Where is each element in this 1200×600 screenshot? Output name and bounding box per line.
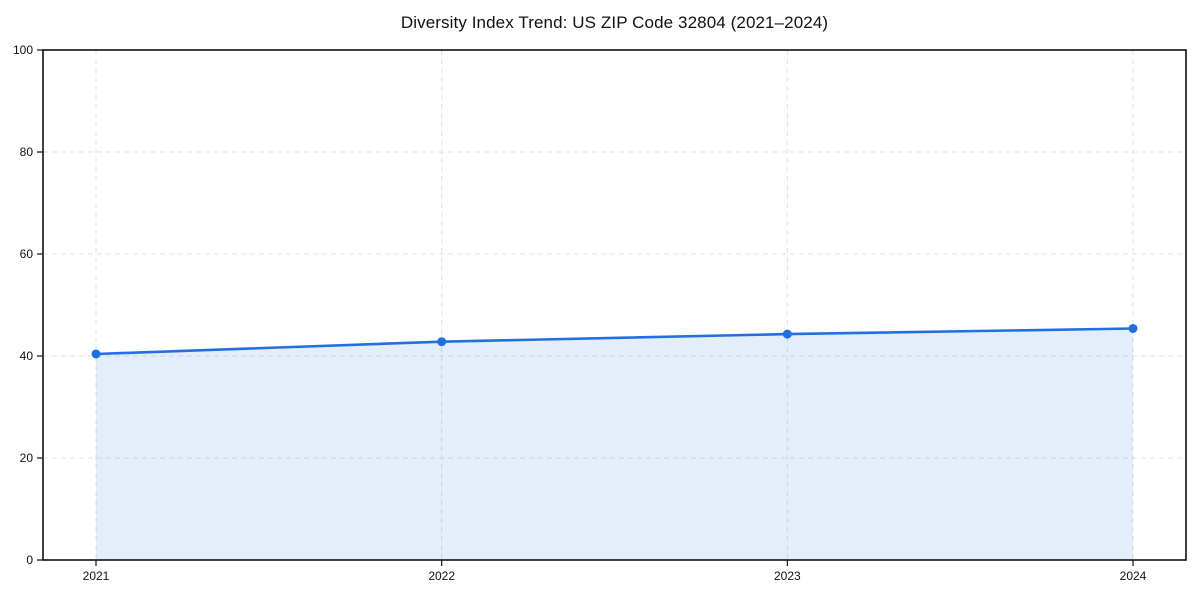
x-axis-tick-label: 2021 bbox=[83, 569, 110, 583]
y-axis-tick-label: 100 bbox=[13, 43, 33, 57]
x-axis-tick-label: 2023 bbox=[774, 569, 801, 583]
axes-frame bbox=[42, 49, 1187, 561]
trend-line bbox=[94, 327, 1135, 356]
x-axis-tick-label: 2024 bbox=[1120, 569, 1147, 583]
y-axis-tick-label: 60 bbox=[20, 247, 34, 261]
data-point-marker bbox=[437, 337, 447, 347]
chart-title: Diversity Index Trend: US ZIP Code 32804… bbox=[400, 13, 829, 32]
area-fill bbox=[96, 328, 1133, 560]
data-point-marker bbox=[782, 329, 792, 339]
data-point-marker bbox=[91, 349, 101, 359]
y-axis-tick-label: 0 bbox=[26, 553, 33, 567]
y-axis-tick-label: 80 bbox=[20, 145, 34, 159]
x-axis-tick-label: 2022 bbox=[428, 569, 455, 583]
y-axis-tick-label: 20 bbox=[20, 451, 34, 465]
data-point-marker bbox=[1128, 323, 1138, 333]
y-axis-tick-label: 40 bbox=[20, 349, 34, 363]
